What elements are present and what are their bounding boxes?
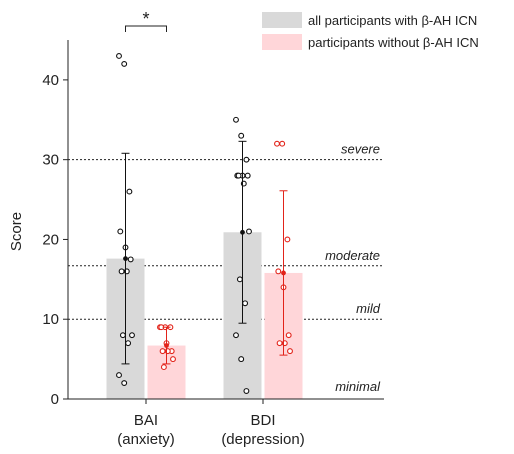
significance-bracket (125, 25, 167, 32)
data-point (287, 348, 293, 355)
data-point (238, 356, 245, 363)
data-point (275, 268, 282, 275)
significance-star: * (142, 9, 149, 29)
data-point (116, 372, 122, 379)
x-tick-label-sub: (anxiety) (117, 431, 175, 448)
data-point (117, 228, 124, 235)
mean-point (123, 256, 128, 261)
threshold-label-moderate: moderate (325, 248, 380, 263)
data-point (159, 348, 166, 355)
data-point (246, 228, 252, 235)
data-point (244, 172, 251, 179)
data-point (170, 356, 176, 363)
data-point (236, 276, 243, 283)
data-point (243, 156, 250, 163)
data-point (233, 332, 239, 339)
x-tick-label: BAI (134, 412, 158, 429)
threshold-label-mild: mild (356, 301, 381, 316)
data-point (284, 236, 291, 243)
data-point (274, 140, 280, 147)
mean-point (240, 229, 245, 235)
legend-label-0: all participants with β-AH ICN (308, 13, 477, 28)
data-point (242, 300, 249, 307)
data-point (243, 388, 250, 394)
data-point (127, 256, 134, 263)
x-tick-label-sub: (depression) (221, 431, 304, 448)
data-point (233, 116, 239, 123)
data-point (285, 332, 292, 339)
legend-label-1: participants without β-AH ICN (308, 35, 479, 50)
annotations: * (125, 9, 167, 32)
data-point (235, 172, 242, 179)
mean-point (164, 343, 169, 348)
bars (106, 232, 303, 399)
y-tick-label: 20 (42, 231, 59, 248)
axes: 0 10 20 30 40 BAI (anxiety) BDI (depression) Scor… (8, 40, 384, 448)
data-point (121, 380, 128, 386)
data-point (238, 132, 245, 139)
y-tick-label: 30 (42, 152, 59, 169)
legend: all participants with β-AH ICN participan… (262, 12, 479, 50)
data-point (121, 60, 128, 67)
data-point (126, 188, 133, 195)
data-point (129, 332, 135, 339)
mean-point (281, 270, 286, 276)
y-tick-label: 10 (42, 311, 59, 328)
y-tick-label: 40 (42, 72, 59, 89)
y-tick-label: 0 (51, 391, 59, 408)
data-point (276, 340, 283, 347)
y-axis-label: Score (8, 212, 25, 251)
data-point (279, 140, 286, 147)
data-point (119, 332, 126, 339)
data-point (118, 268, 125, 275)
error-bars (121, 140, 288, 365)
threshold-label-severe: severe (341, 142, 380, 157)
legend-swatch-0 (262, 12, 302, 28)
data-point (160, 364, 167, 371)
legend-swatch-1 (262, 34, 302, 50)
threshold-label-minimal: minimal (335, 379, 381, 394)
x-tick-label: BDI (250, 412, 275, 429)
data-point (116, 53, 122, 59)
data-point (125, 340, 132, 347)
